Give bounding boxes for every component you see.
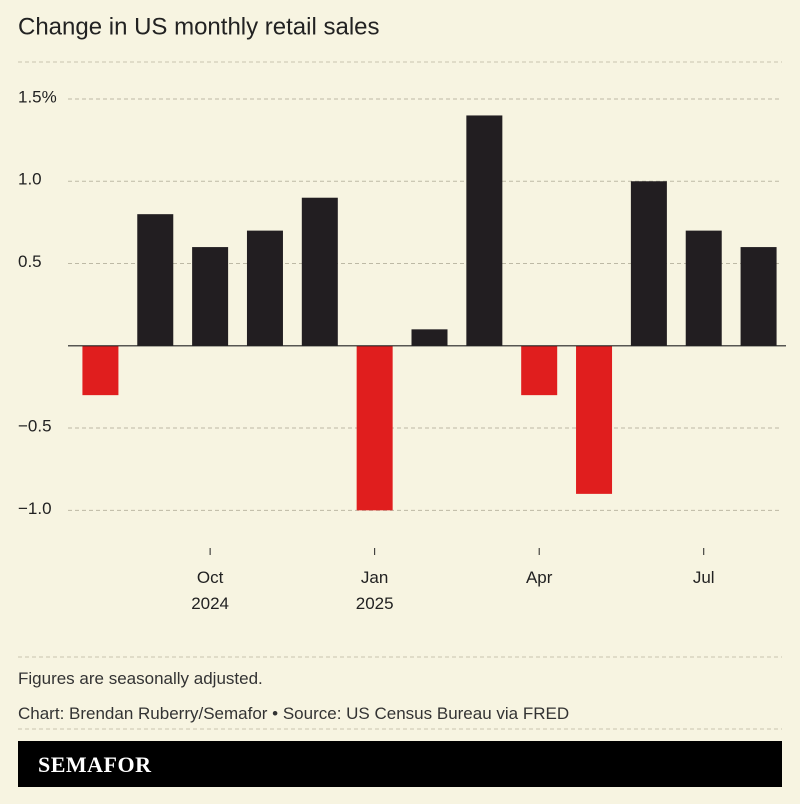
y-tick-label: 1.0 <box>18 170 42 189</box>
bar <box>137 214 174 346</box>
x-tick-label: Jan 2025 <box>355 568 394 613</box>
bar <box>466 115 503 346</box>
bar <box>685 230 722 346</box>
y-tick-label: −1.0 <box>18 499 52 518</box>
bar <box>576 345 613 494</box>
credit: Chart: Brendan Ruberry/Semafor • Source:… <box>18 704 570 723</box>
bar <box>301 197 338 346</box>
bar <box>356 345 393 511</box>
x-tick-label: Jul <box>692 568 715 587</box>
bar <box>411 329 448 346</box>
bar <box>246 230 283 346</box>
y-tick-label: 0.5 <box>18 252 42 271</box>
bar <box>630 181 667 346</box>
x-tick-label: Apr <box>525 568 553 587</box>
chart-title: Change in US monthly retail sales <box>18 13 380 40</box>
x-tick-label: Oct 2024 <box>191 568 230 613</box>
y-tick-label: 1.5% <box>18 87 57 106</box>
bar <box>82 345 119 396</box>
logo: SEMAFOR <box>38 752 152 777</box>
bar <box>192 247 229 346</box>
bar <box>521 345 558 396</box>
bar <box>740 247 777 346</box>
y-tick-label: −0.5 <box>18 417 52 436</box>
logo-bar: SEMAFOR <box>18 741 782 787</box>
note: Figures are seasonally adjusted. <box>18 669 263 688</box>
